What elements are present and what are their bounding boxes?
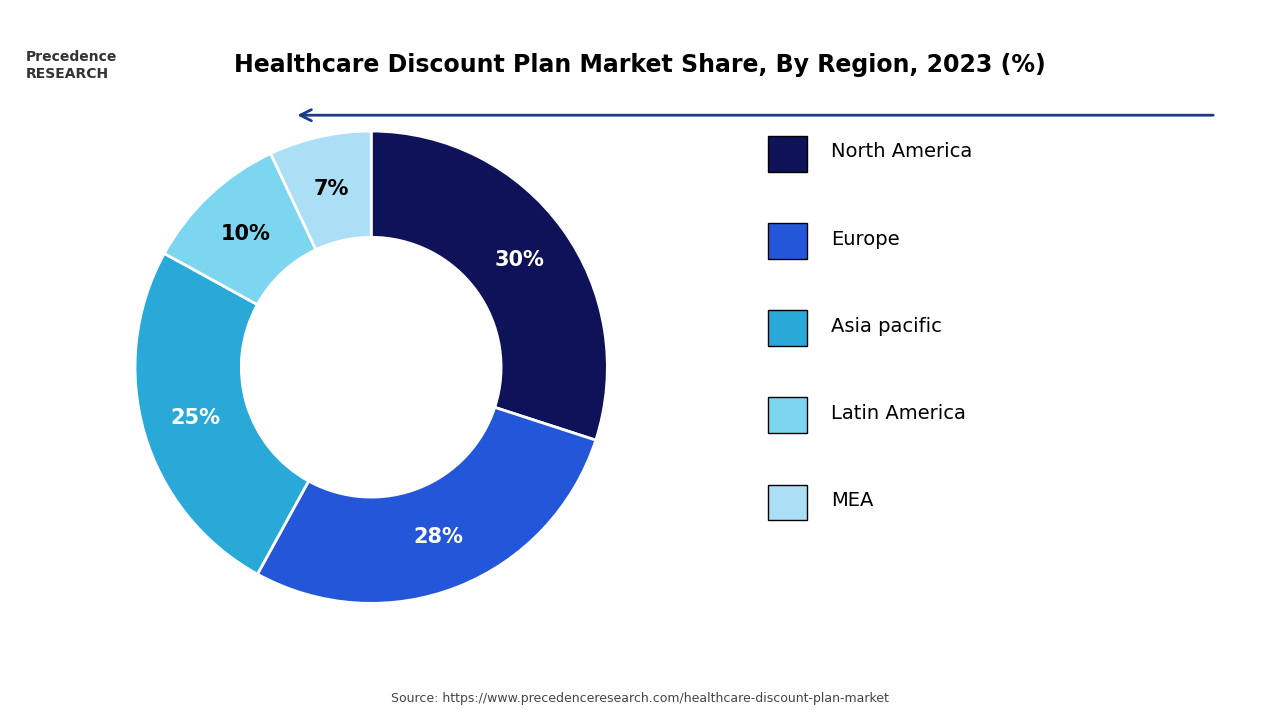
Text: Precedence
RESEARCH: Precedence RESEARCH — [26, 50, 116, 81]
Text: North America: North America — [831, 143, 973, 161]
Wedge shape — [371, 131, 607, 440]
Text: 25%: 25% — [170, 408, 220, 428]
Wedge shape — [136, 253, 308, 574]
Text: 28%: 28% — [413, 527, 463, 547]
Text: Healthcare Discount Plan Market Share, By Region, 2023 (%): Healthcare Discount Plan Market Share, B… — [234, 53, 1046, 77]
Text: Source: https://www.precedenceresearch.com/healthcare-discount-plan-market: Source: https://www.precedenceresearch.c… — [392, 692, 888, 705]
Text: MEA: MEA — [831, 491, 874, 510]
Text: 7%: 7% — [314, 179, 349, 199]
FancyBboxPatch shape — [768, 485, 806, 520]
Text: 10%: 10% — [221, 224, 271, 244]
Wedge shape — [257, 408, 595, 603]
FancyBboxPatch shape — [768, 397, 806, 433]
FancyBboxPatch shape — [768, 136, 806, 172]
Text: 30%: 30% — [494, 250, 544, 269]
Text: Asia pacific: Asia pacific — [831, 317, 942, 336]
FancyBboxPatch shape — [768, 310, 806, 346]
Wedge shape — [270, 131, 371, 250]
Text: Europe: Europe — [831, 230, 900, 248]
Text: Latin America: Latin America — [831, 404, 966, 423]
FancyBboxPatch shape — [768, 223, 806, 259]
Wedge shape — [164, 153, 316, 305]
